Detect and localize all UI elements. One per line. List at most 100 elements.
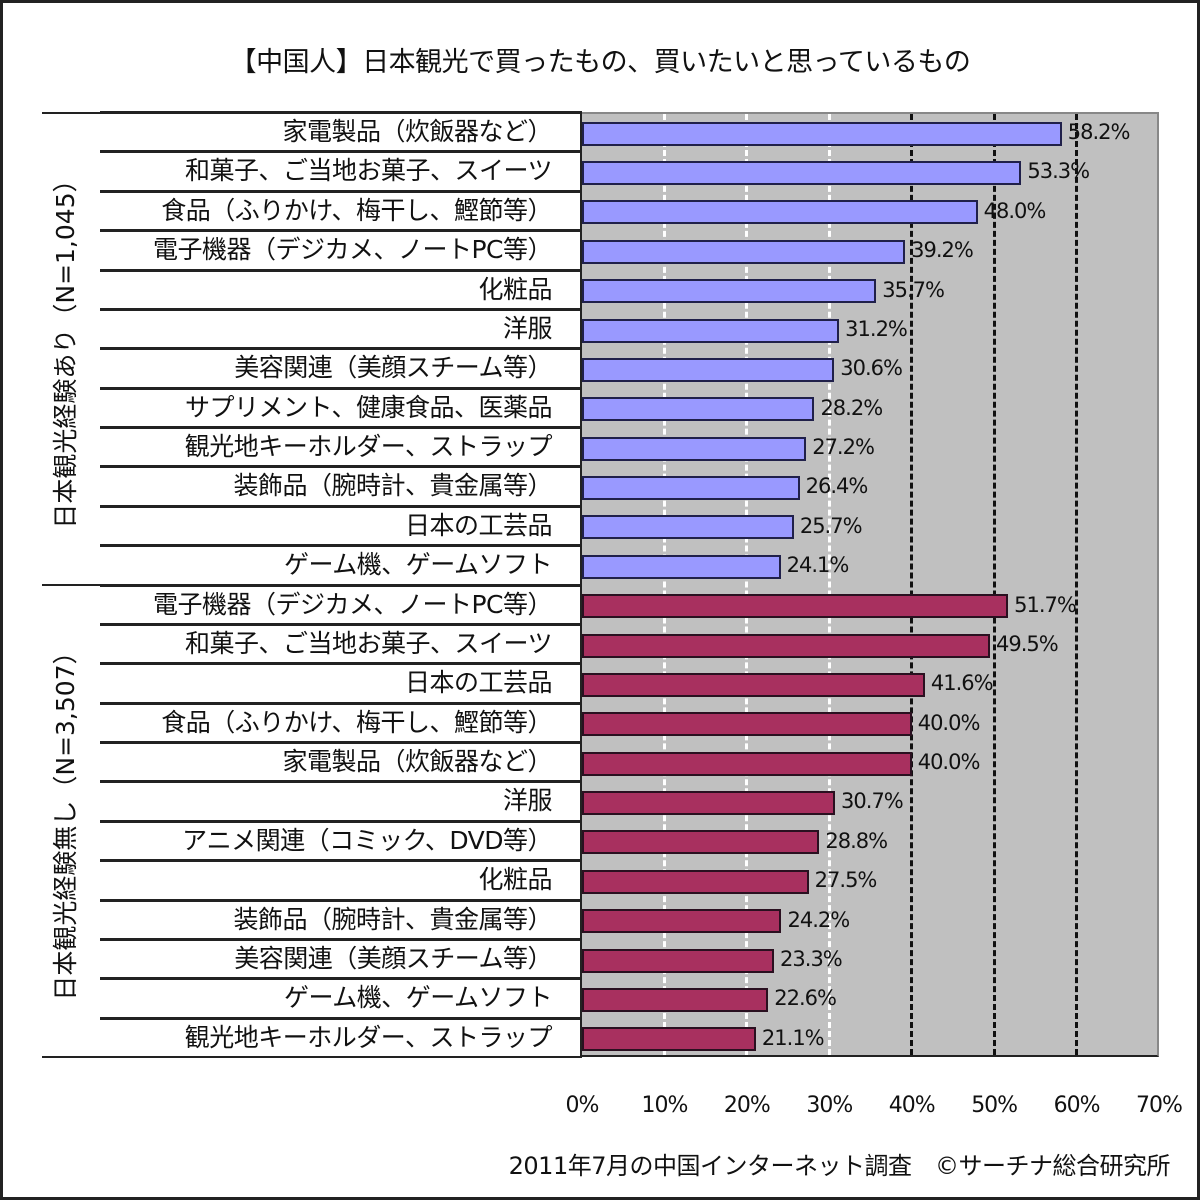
category-label: 食品（ふりかけ、梅干し、鰹節等） [161,195,552,225]
category-label: 洋服 [502,786,553,816]
row-divider [100,741,582,744]
category-label: アニメ関連（コミック、DVD等） [182,825,552,855]
bar [582,987,769,1012]
source-footer: 2011年7月の中国インターネット調査 ©サーチナ総合研究所 [508,1152,1171,1180]
category-label: ゲーム機、ゲームソフト [283,983,553,1013]
category-label: 美容関連（美顔スチーム等） [234,943,552,973]
bar [582,161,1022,186]
x-tick-label: 50% [971,1093,1018,1118]
value-label: 30.7% [841,789,904,814]
value-label: 25.7% [799,513,863,538]
bar [582,791,836,816]
value-label: 28.2% [820,395,883,420]
row-divider [100,347,582,351]
row-divider [100,937,582,941]
row-divider [100,268,582,272]
category-label: 日本の工芸品 [404,668,553,698]
category-label: 電子機器（デジカメ、ノートPC等） [152,235,553,265]
category-label: 家電製品（炊飯器など） [282,117,552,146]
value-label: 40.0% [917,710,981,735]
value-label: 40.0% [917,750,981,774]
row-divider [100,386,582,390]
value-label: 22.6% [774,986,837,1011]
bar [582,948,775,973]
row-divider [100,780,582,784]
row-divider [100,229,582,233]
gridline-10 [662,114,666,1055]
value-label: 24.1% [786,553,850,578]
row-divider [100,859,582,863]
category-label: 和菓子、ご当地お菓子、スイーツ [184,156,553,186]
value-label: 31.2% [845,316,908,341]
bar [582,909,782,934]
category-label: 食品（ふりかけ、梅干し、鰹節等） [161,707,552,737]
value-label: 21.1% [761,1025,825,1050]
group-separator-top [42,112,582,114]
category-label: 家電製品（炊飯器など） [282,747,552,776]
group-separator-middle [42,584,582,586]
x-tick-label: 30% [806,1093,853,1118]
x-tick-label: 60% [1053,1093,1101,1118]
bar [582,751,912,776]
x-tick-label: 70% [1136,1093,1183,1118]
value-label: 39.2% [911,238,974,263]
row-divider [100,819,582,823]
bar [582,554,781,579]
category-label: 装飾品（腕時計、貴金属等） [233,904,552,934]
row-divider [100,426,582,429]
value-label: 49.5% [996,631,1059,656]
category-label: サプリメント、健康食品、医薬品 [184,392,553,422]
x-tick-label: 40% [888,1093,936,1118]
category-label: 観光地キーホルダー、ストラップ [184,1022,553,1052]
row-divider [100,701,582,705]
gridline-50 [992,114,996,1055]
row-divider [100,622,582,626]
bar [582,515,794,540]
category-label: 観光地キーホルダー、ストラップ [184,432,553,461]
row-divider [100,662,582,666]
bar [582,633,991,658]
category-label: 化粧品 [478,865,552,895]
row-divider [100,504,582,508]
bar [582,476,800,501]
bar [582,397,815,422]
bar [582,436,807,461]
group-label-visited: 日本観光経験あり（N=1,045） [51,167,80,529]
chart-title: 【中国人】日本観光で買ったもの、買いたいと思っているもの [229,47,971,78]
row-divider [100,307,582,311]
value-label: 30.6% [840,356,903,381]
row-divider [100,1016,582,1020]
value-label: 26.4% [805,474,869,499]
category-label: 和菓子、ご当地お菓子、スイーツ [184,628,553,658]
value-label: 23.3% [780,946,843,971]
value-label: 27.2% [812,435,875,459]
row-divider [100,189,582,193]
row-divider [100,465,582,469]
bar [582,712,912,737]
bar [582,357,835,382]
row-divider [100,544,582,548]
gridline-20 [745,114,749,1055]
group-label-not-visited: 日本観光経験無し（N=3,507） [51,639,80,1001]
category-label: 電子機器（デジカメ、ノートPC等） [152,589,553,619]
bar [582,672,925,697]
value-label: 35.7% [882,277,945,302]
value-label: 53.3% [1027,159,1090,184]
x-tick-label: 0% [565,1093,600,1118]
bar [582,279,877,304]
value-label: 27.5% [814,868,878,893]
plot-area: 58.2% 53.3% 48.0% 39.2% 35.7% 31.2% 30.6% 28.2%… [582,112,1159,1057]
category-label: 化粧品 [478,274,552,304]
bar [582,239,906,264]
bar [582,869,809,894]
category-label: 装飾品（腕時計、貴金属等） [233,471,552,501]
value-label: 41.6% [930,671,994,696]
bar [582,318,840,343]
value-label: 24.2% [787,907,850,932]
bar [582,1027,756,1052]
group-separator-bottom [42,1056,582,1058]
gridline-60 [1075,114,1079,1055]
value-label: 28.8% [825,828,888,853]
row-divider [100,898,582,902]
